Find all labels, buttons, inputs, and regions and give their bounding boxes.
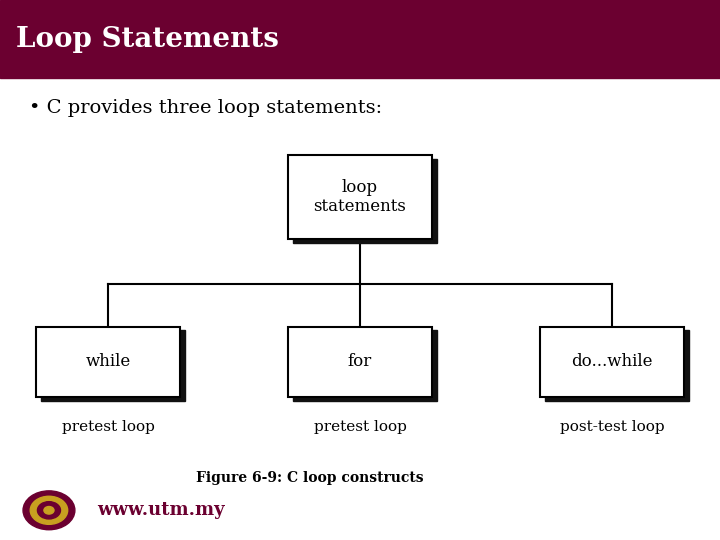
Text: while: while: [86, 353, 130, 370]
FancyBboxPatch shape: [288, 327, 432, 397]
Text: do...while: do...while: [571, 353, 653, 370]
Text: Loop Statements: Loop Statements: [16, 25, 279, 52]
Text: Figure 6-9: C loop constructs: Figure 6-9: C loop constructs: [196, 471, 423, 485]
FancyBboxPatch shape: [545, 330, 689, 401]
Circle shape: [37, 502, 60, 519]
FancyBboxPatch shape: [540, 327, 684, 397]
Text: pretest loop: pretest loop: [62, 420, 154, 434]
Text: www.utm.my: www.utm.my: [97, 501, 225, 519]
Text: for: for: [348, 353, 372, 370]
Text: pretest loop: pretest loop: [314, 420, 406, 434]
FancyBboxPatch shape: [288, 156, 432, 239]
Text: • C provides three loop statements:: • C provides three loop statements:: [29, 99, 382, 117]
Text: loop
statements: loop statements: [314, 179, 406, 215]
Circle shape: [30, 496, 68, 524]
Text: post-test loop: post-test loop: [559, 420, 665, 434]
FancyBboxPatch shape: [41, 330, 185, 401]
Bar: [0, 0, 720, 78]
FancyBboxPatch shape: [36, 327, 180, 397]
Circle shape: [44, 507, 54, 514]
Circle shape: [23, 491, 75, 530]
FancyBboxPatch shape: [293, 330, 437, 401]
FancyBboxPatch shape: [293, 159, 437, 243]
